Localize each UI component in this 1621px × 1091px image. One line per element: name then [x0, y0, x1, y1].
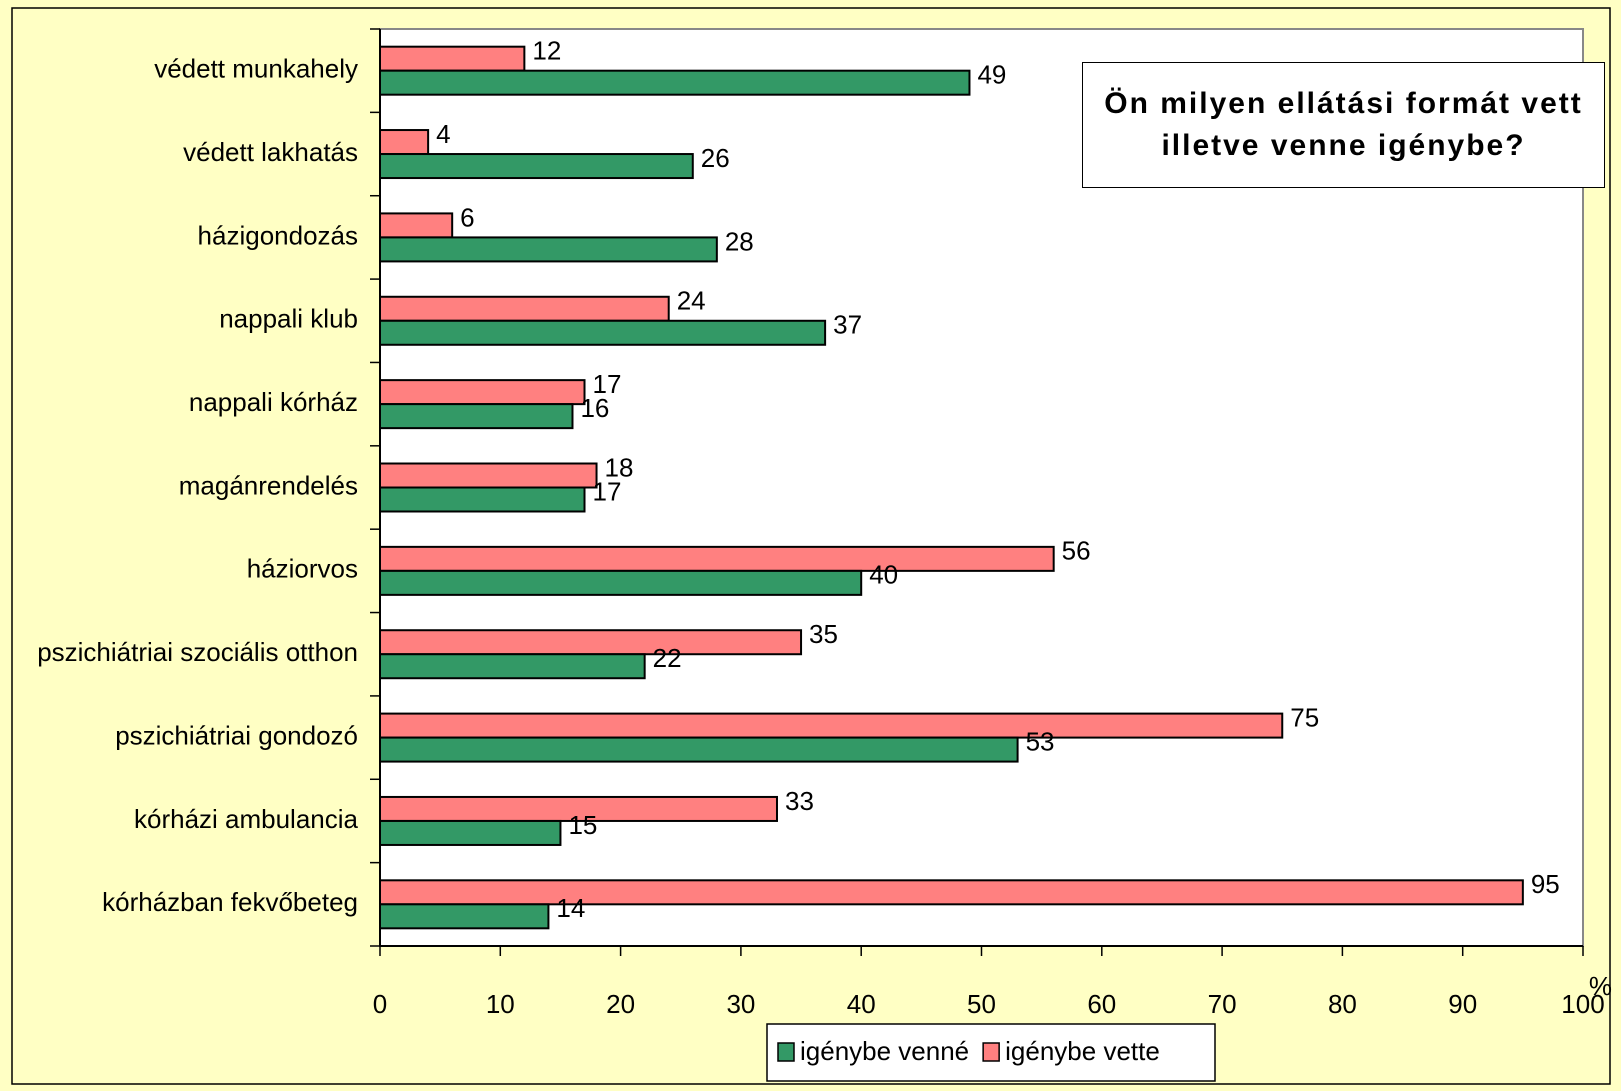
- value-label: 37: [833, 310, 862, 340]
- bar: [379, 629, 803, 656]
- value-label: 33: [785, 786, 814, 816]
- legend-label: igénybe vette: [1005, 1036, 1160, 1066]
- chart-title: Ön milyen ellátási formát vett illetve v…: [1082, 62, 1605, 188]
- x-tick-label: 20: [606, 989, 635, 1019]
- outer-border: [11, 7, 1611, 1085]
- x-tick-label: 40: [847, 989, 876, 1019]
- bar: [379, 903, 550, 930]
- value-label: 12: [532, 36, 561, 66]
- bar: [379, 569, 863, 596]
- bar: [379, 653, 646, 680]
- value-label: 35: [809, 619, 838, 649]
- value-label: 26: [701, 143, 730, 173]
- value-label: 49: [977, 60, 1006, 90]
- value-label: 4: [436, 119, 450, 149]
- value-label: 17: [593, 476, 622, 506]
- value-label: 17: [593, 369, 622, 399]
- bar: [379, 795, 778, 822]
- x-tick-label: 70: [1208, 989, 1237, 1019]
- value-label: 14: [556, 893, 585, 923]
- x-tick-label: 90: [1448, 989, 1477, 1019]
- value-label: 24: [677, 286, 706, 316]
- bar: [379, 295, 670, 322]
- bar: [379, 319, 827, 346]
- y-tick-label: védett munkahely: [154, 54, 358, 84]
- y-tick-label: magánrendelés: [179, 470, 358, 500]
- legend-swatch: [982, 1042, 1000, 1062]
- value-label: 18: [605, 452, 634, 482]
- value-label: 6: [460, 202, 474, 232]
- bar: [379, 379, 586, 406]
- value-label: 56: [1062, 536, 1091, 566]
- bar: [379, 486, 586, 513]
- bar: [379, 879, 1524, 906]
- bar: [379, 403, 574, 430]
- bar: [379, 212, 454, 239]
- bar: [379, 129, 430, 156]
- x-tick-label: 60: [1087, 989, 1116, 1019]
- y-tick-label: kórházi ambulancia: [134, 804, 359, 834]
- value-label: 53: [1026, 726, 1055, 756]
- y-tick-label: nappali kórház: [189, 387, 358, 417]
- x-tick-label: 100: [1561, 989, 1604, 1019]
- bar: [379, 153, 694, 180]
- x-axis-label: %: [1589, 971, 1612, 1001]
- legend-swatch: [777, 1042, 795, 1062]
- bar: [379, 236, 718, 263]
- bar: [379, 69, 971, 96]
- bar: [379, 545, 1055, 572]
- y-tick-label: kórházban fekvőbeteg: [102, 887, 358, 917]
- y-tick-label: nappali klub: [219, 304, 358, 334]
- x-tick-label: 30: [726, 989, 755, 1019]
- value-label: 40: [869, 560, 898, 590]
- y-tick-label: pszichiátriai szociális otthon: [37, 637, 358, 667]
- y-tick-label: védett lakhatás: [183, 137, 358, 167]
- x-tick-label: 50: [967, 989, 996, 1019]
- bar: [379, 819, 562, 846]
- y-tick-label: házigondozás: [198, 220, 358, 250]
- value-label: 75: [1290, 702, 1319, 732]
- bar: [379, 712, 1284, 739]
- value-label: 16: [580, 393, 609, 423]
- x-tick-label: 80: [1328, 989, 1357, 1019]
- y-tick-label: pszichiátriai gondozó: [115, 720, 358, 750]
- value-label: 15: [568, 810, 597, 840]
- value-label: 95: [1531, 869, 1560, 899]
- bar: [379, 45, 526, 72]
- x-tick-label: 0: [373, 989, 387, 1019]
- bar: [379, 736, 1019, 763]
- y-tick-label: háziorvos: [247, 554, 358, 584]
- value-label: 28: [725, 226, 754, 256]
- bar: [379, 462, 598, 489]
- value-label: 22: [653, 643, 682, 673]
- legend-label: igénybe venné: [800, 1036, 969, 1066]
- x-tick-label: 10: [486, 989, 515, 1019]
